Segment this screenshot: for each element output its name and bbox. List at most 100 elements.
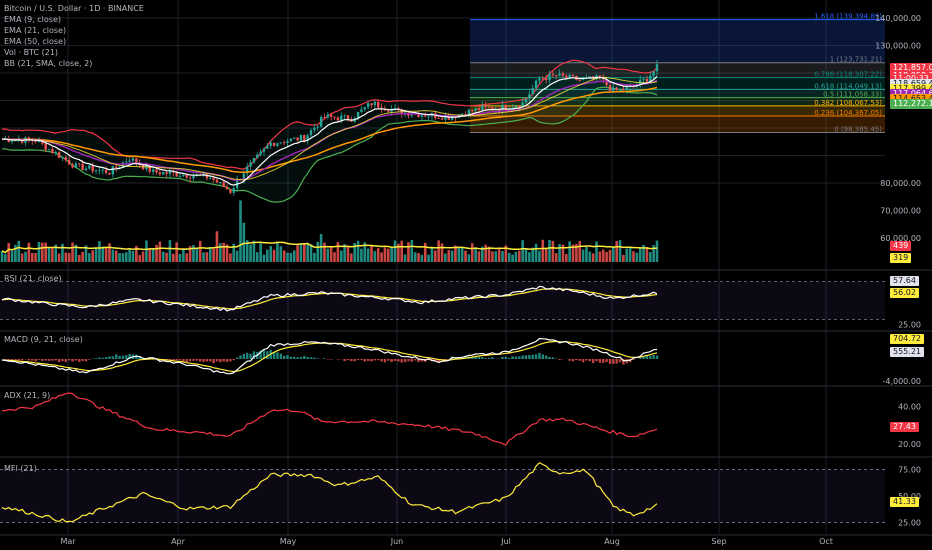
candle-body [655,64,659,72]
candle [504,103,508,112]
macd-histogram-bar [212,359,215,364]
macd-histogram-bar [84,359,88,362]
macd-histogram-bar [353,359,356,362]
macd-pane-label[interactable]: MACD (9, 21, close) [4,335,83,344]
bollinger-lower [1,86,658,203]
candle [538,75,541,85]
volume-bar [178,253,182,262]
volume-bar [350,253,353,262]
candle [101,168,104,175]
legend-ema50[interactable]: EMA (50, close) [4,37,67,46]
candle [47,148,51,151]
rsi-line [1,285,658,312]
candle [293,137,296,140]
candle-body [289,138,293,142]
candle-body [390,109,393,112]
candle-body [484,105,487,107]
candle-body [578,79,581,81]
candle-body [424,115,427,117]
macd-histogram-bar [34,359,37,362]
macd-histogram-bar [551,357,555,359]
volume-bar [434,250,437,262]
candle [269,139,272,149]
volume-bar [158,241,162,262]
legend-volume[interactable]: Vol · BTC (21) [4,48,59,57]
macd-histogram-bar [20,359,24,361]
legend-ema21[interactable]: EMA (21, close) [4,26,67,35]
candle [649,71,652,82]
macd-histogram-bar [81,359,84,362]
candle [410,114,413,118]
candle-body [266,145,269,149]
candle-body [528,94,531,99]
legend-bollinger[interactable]: BB (21, SMA, close, 2) [4,59,93,68]
candle-body [343,115,346,117]
volume-bar [296,245,299,262]
volume-bar [229,253,232,262]
candle [279,142,282,145]
adx-pane-label[interactable]: ADX (21, 9) [4,391,51,400]
macd-histogram-bar [64,359,68,362]
macd-histogram-bar [531,354,534,359]
symbol-title[interactable]: Bitcoin / U.S. Dollar · 1D · BINANCE [4,4,144,13]
candle [256,151,259,159]
candle-body [299,135,303,141]
candle [249,159,252,171]
macd-histogram-bar [88,359,91,360]
fib-zone [470,77,885,90]
candle [225,184,229,190]
candle [104,166,108,175]
mfi-axis-tick: 50.00 [898,492,921,501]
candle-body [131,158,135,161]
candle [329,112,333,121]
volume-bar [464,250,467,262]
legend-ema9[interactable]: EMA (9, close) [4,15,61,24]
fib-level-label: 0.786 (118,307.22) [814,71,882,79]
macd-histogram-bar [585,359,588,361]
bollinger-fill [2,60,657,203]
mfi-pane-label[interactable]: MFI (21) [4,464,37,473]
volume-bar [232,243,236,262]
candle-body [464,113,467,116]
volume-bar [30,252,34,262]
candle-body [504,104,508,111]
candle-body [293,137,296,139]
macd-histogram-bar [598,359,602,363]
volume-bar [386,248,390,262]
candle [481,101,484,112]
candle [259,148,262,157]
volume-bar [366,248,370,262]
volume-bar [4,254,7,262]
candle [326,111,330,120]
macd-histogram-bar [309,357,313,359]
rsi-pane-label[interactable]: RSI (21, close) [4,274,62,283]
macd-histogram [4,349,659,365]
volume-bar [477,251,481,262]
candle-body [162,172,165,175]
mfi-tag: 41.33 [890,497,919,507]
volume-bar [67,252,71,262]
volume-bar [534,243,538,262]
volume-bar [622,254,625,262]
candle-body [319,117,323,127]
volume-bar [292,250,296,262]
candle [541,75,544,80]
candle-body [222,182,225,188]
candle-body [246,166,249,174]
volume-bar [648,252,652,262]
candle-body [37,140,41,142]
macd-histogram-bar [387,359,390,361]
candle-body [158,172,162,175]
candle [558,69,561,77]
candle-body [544,78,548,81]
candle-body [561,73,565,76]
candle-body [64,157,68,161]
candle-body [460,113,464,115]
macd-histogram-bar [111,356,115,359]
candle-body [333,116,336,118]
candle-body [541,78,544,80]
volume-bar [497,249,501,262]
volume-bar [581,249,585,262]
volume-bar [601,249,605,262]
